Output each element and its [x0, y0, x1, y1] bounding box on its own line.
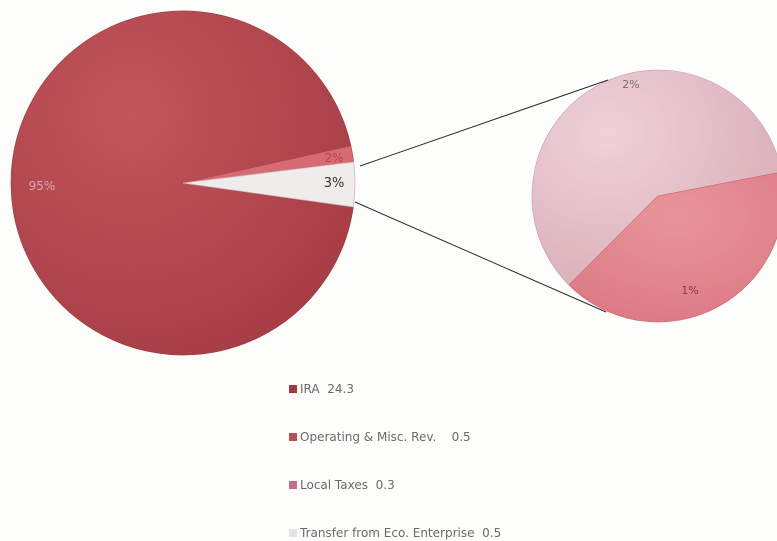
- legend-spacer: [368, 478, 376, 492]
- legend-swatch: [289, 385, 297, 393]
- legend-label: Local Taxes: [300, 478, 368, 492]
- pie-slice-transfer: [531, 69, 777, 286]
- legend-item-transfer: Transfer from Eco. Enterprise 0.5: [289, 526, 501, 540]
- legend-label: IRA: [300, 382, 320, 396]
- legend-swatch: [289, 529, 297, 537]
- legend-value: 0.5: [451, 430, 471, 444]
- pie-slice-other: [182, 161, 356, 208]
- legend-spacer: [320, 382, 328, 396]
- legend-item-local-taxes: Local Taxes 0.3: [289, 478, 501, 492]
- legend-value: 24.3: [327, 382, 354, 396]
- legend-item-ira: IRA 24.3: [289, 382, 501, 396]
- legend-item-operating: Operating & Misc. Rev. 0.5: [289, 430, 501, 444]
- legend-label: Transfer from Eco. Enterprise: [300, 526, 475, 540]
- data-label-local-taxes: 1%: [681, 284, 698, 297]
- legend-swatch: [289, 481, 297, 489]
- legend-spacer: [474, 526, 482, 540]
- data-label-transfer: 2%: [622, 78, 639, 91]
- connector-line-top: [359, 79, 609, 167]
- legend-swatch: [289, 433, 297, 441]
- legend-label: Operating & Misc. Rev.: [300, 430, 437, 444]
- legend: IRA 24.3 Operating & Misc. Rev. 0.5 Loca…: [289, 382, 501, 540]
- legend-spacer: [436, 430, 451, 444]
- connector-line-bottom: [354, 201, 607, 313]
- data-label-other: 3%: [324, 176, 345, 191]
- legend-value: 0.5: [482, 526, 502, 540]
- data-label-ira: 95%: [29, 179, 56, 193]
- pie-slice-ira: [10, 10, 354, 356]
- data-label-operating: 2%: [324, 151, 343, 165]
- legend-value: 0.3: [375, 478, 395, 492]
- pie-slice-local-taxes: [568, 172, 777, 323]
